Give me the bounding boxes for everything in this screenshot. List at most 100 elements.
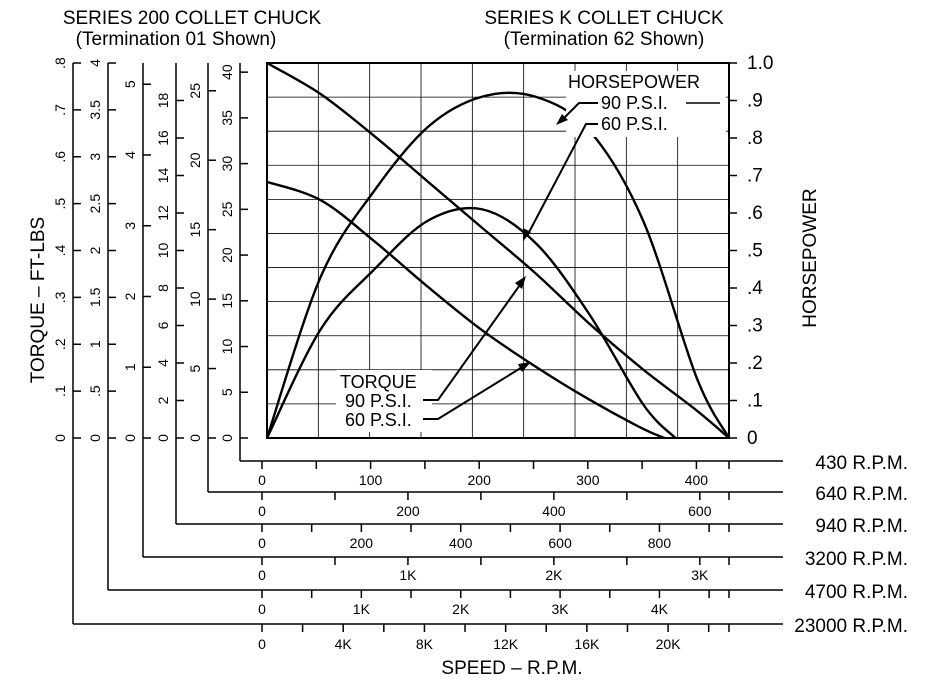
speed-axis-range-label: 4700 R.P.M. <box>805 582 908 603</box>
speed-tick-label: 400 <box>542 503 566 519</box>
torque-tick-label: 0 <box>219 434 235 442</box>
torque-tick-label: .1 <box>52 385 68 397</box>
torque-tick-label: 35 <box>219 110 235 126</box>
torque-tick-label: 8 <box>155 284 171 292</box>
torque-tick-label: 25 <box>219 201 235 217</box>
hp-90-arrowhead <box>556 114 568 125</box>
torque-tick-label: 5 <box>122 80 138 88</box>
hp-tick-label: .8 <box>747 128 763 149</box>
speed-tick-label: 12K <box>493 636 519 652</box>
torque-tick-label: 10 <box>155 243 171 259</box>
torque-tick-label: 4 <box>87 59 103 67</box>
speed-tick-label: 0 <box>258 601 266 617</box>
torque-tick-label: 0 <box>155 434 171 442</box>
speed-tick-label: 16K <box>574 636 600 652</box>
curves-group <box>265 61 731 440</box>
speed-tick-label: 4K <box>335 636 353 652</box>
torque-tick-label: 2 <box>122 292 138 300</box>
torque-tick-label: 0 <box>52 434 68 442</box>
torque-legend-title: TORQUE <box>340 372 417 392</box>
speed-tick-label: 2K <box>545 567 563 583</box>
torque-tick-label: .7 <box>52 104 68 116</box>
torque-90-arrowhead <box>515 276 526 289</box>
speed-tick-label: 2K <box>452 601 470 617</box>
series-k-subheading: (Termination 62 Shown) <box>504 29 705 50</box>
torque-tick-label: 0 <box>122 434 138 442</box>
torque-tick-label: 10 <box>219 339 235 355</box>
curve-horsepower-60-p-s-i <box>265 206 677 439</box>
speed-tick-label: 400 <box>449 535 473 551</box>
speed-tick-label: 600 <box>688 503 712 519</box>
hp-tick-label: .2 <box>747 353 763 374</box>
hp-tick-label: 1.0 <box>747 53 773 74</box>
hp-90-leader <box>559 102 598 123</box>
torque-tick-label: .5 <box>87 385 103 397</box>
horsepower-axis-title: HORSEPOWER <box>800 188 821 327</box>
torque-tick-label: 20 <box>187 152 203 168</box>
speed-tick-label: 200 <box>396 503 420 519</box>
speed-tick-label: 1K <box>353 601 371 617</box>
torque-60-leader <box>423 365 525 420</box>
hp-legend-60: 60 P.S.I. <box>601 114 668 134</box>
speed-axis-range-label: 3200 R.P.M. <box>805 549 908 570</box>
speed-axis-range-label: 430 R.P.M. <box>815 453 908 474</box>
speed-tick-label: 800 <box>648 535 672 551</box>
speed-axis-range-label: 640 R.P.M. <box>815 484 908 505</box>
torque-tick-label: 3 <box>122 222 138 230</box>
torque-tick-label: 18 <box>155 93 171 109</box>
torque-tick-label: 2 <box>155 396 171 404</box>
curve-torque-60-p-s-i <box>266 180 666 440</box>
hp-tick-label: .4 <box>747 278 763 299</box>
hp-tick-label: .1 <box>747 391 763 412</box>
hp-tick-label: .5 <box>747 241 763 262</box>
torque-tick-label: .5 <box>52 198 68 210</box>
torque-tick-label: 1 <box>87 340 103 348</box>
speed-tick-label: 3K <box>691 567 709 583</box>
torque-tick-label: 30 <box>219 156 235 172</box>
torque-tick-label: 16 <box>155 130 171 146</box>
series-200-heading: SERIES 200 COLLET CHUCK <box>63 8 322 29</box>
torque-tick-label: 20 <box>219 247 235 263</box>
torque-tick-label: 1.5 <box>87 287 103 307</box>
hp-tick-label: .7 <box>747 166 763 187</box>
torque-tick-label: 40 <box>219 64 235 80</box>
speed-axis-range-label: 940 R.P.M. <box>815 516 908 537</box>
torque-tick-label: 4 <box>155 359 171 367</box>
series-200-subheading: (Termination 01 Shown) <box>76 29 277 50</box>
speed-tick-label: 0 <box>258 472 266 488</box>
torque-tick-label: 0 <box>87 434 103 442</box>
hp-tick-label: 0 <box>747 428 758 449</box>
torque-tick-label: 2 <box>87 246 103 254</box>
speed-tick-label: 600 <box>548 535 572 551</box>
torque-60-arrowhead <box>518 362 531 372</box>
torque-tick-label: 5 <box>187 364 203 372</box>
torque-tick-label: 25 <box>187 83 203 99</box>
torque-tick-label: 4 <box>122 151 138 159</box>
hp-60-leader <box>526 123 598 237</box>
speed-tick-label: 0 <box>258 636 266 652</box>
torque-tick-label: .2 <box>52 338 68 350</box>
series-k-heading: SERIES K COLLET CHUCK <box>484 8 724 29</box>
hp-tick-label: .3 <box>747 316 763 337</box>
speed-tick-label: 1K <box>399 567 417 583</box>
torque-tick-label: 0 <box>187 434 203 442</box>
speed-tick-label: 300 <box>576 472 600 488</box>
torque-tick-label: 5 <box>219 388 235 396</box>
torque-tick-label: 15 <box>219 293 235 309</box>
speed-tick-label: 200 <box>350 535 374 551</box>
speed-tick-label: 8K <box>416 636 434 652</box>
speed-tick-label: 0 <box>258 535 266 551</box>
torque-tick-label: 1 <box>122 363 138 371</box>
hp-tick-label: .6 <box>747 203 763 224</box>
torque-tick-label: .4 <box>52 244 68 256</box>
curve-horsepower-90-p-s-i <box>265 91 731 439</box>
torque-label-backdrop <box>336 370 432 432</box>
torque-legend-90: 90 P.S.I. <box>345 391 412 411</box>
torque-90-leader <box>423 281 523 401</box>
hp-tick-label: .9 <box>747 91 763 112</box>
hp-legend-90: 90 P.S.I. <box>601 93 668 113</box>
torque-tick-label: .3 <box>52 291 68 303</box>
speed-tick-label: 0 <box>258 567 266 583</box>
hp-60-arrowhead <box>523 228 531 241</box>
